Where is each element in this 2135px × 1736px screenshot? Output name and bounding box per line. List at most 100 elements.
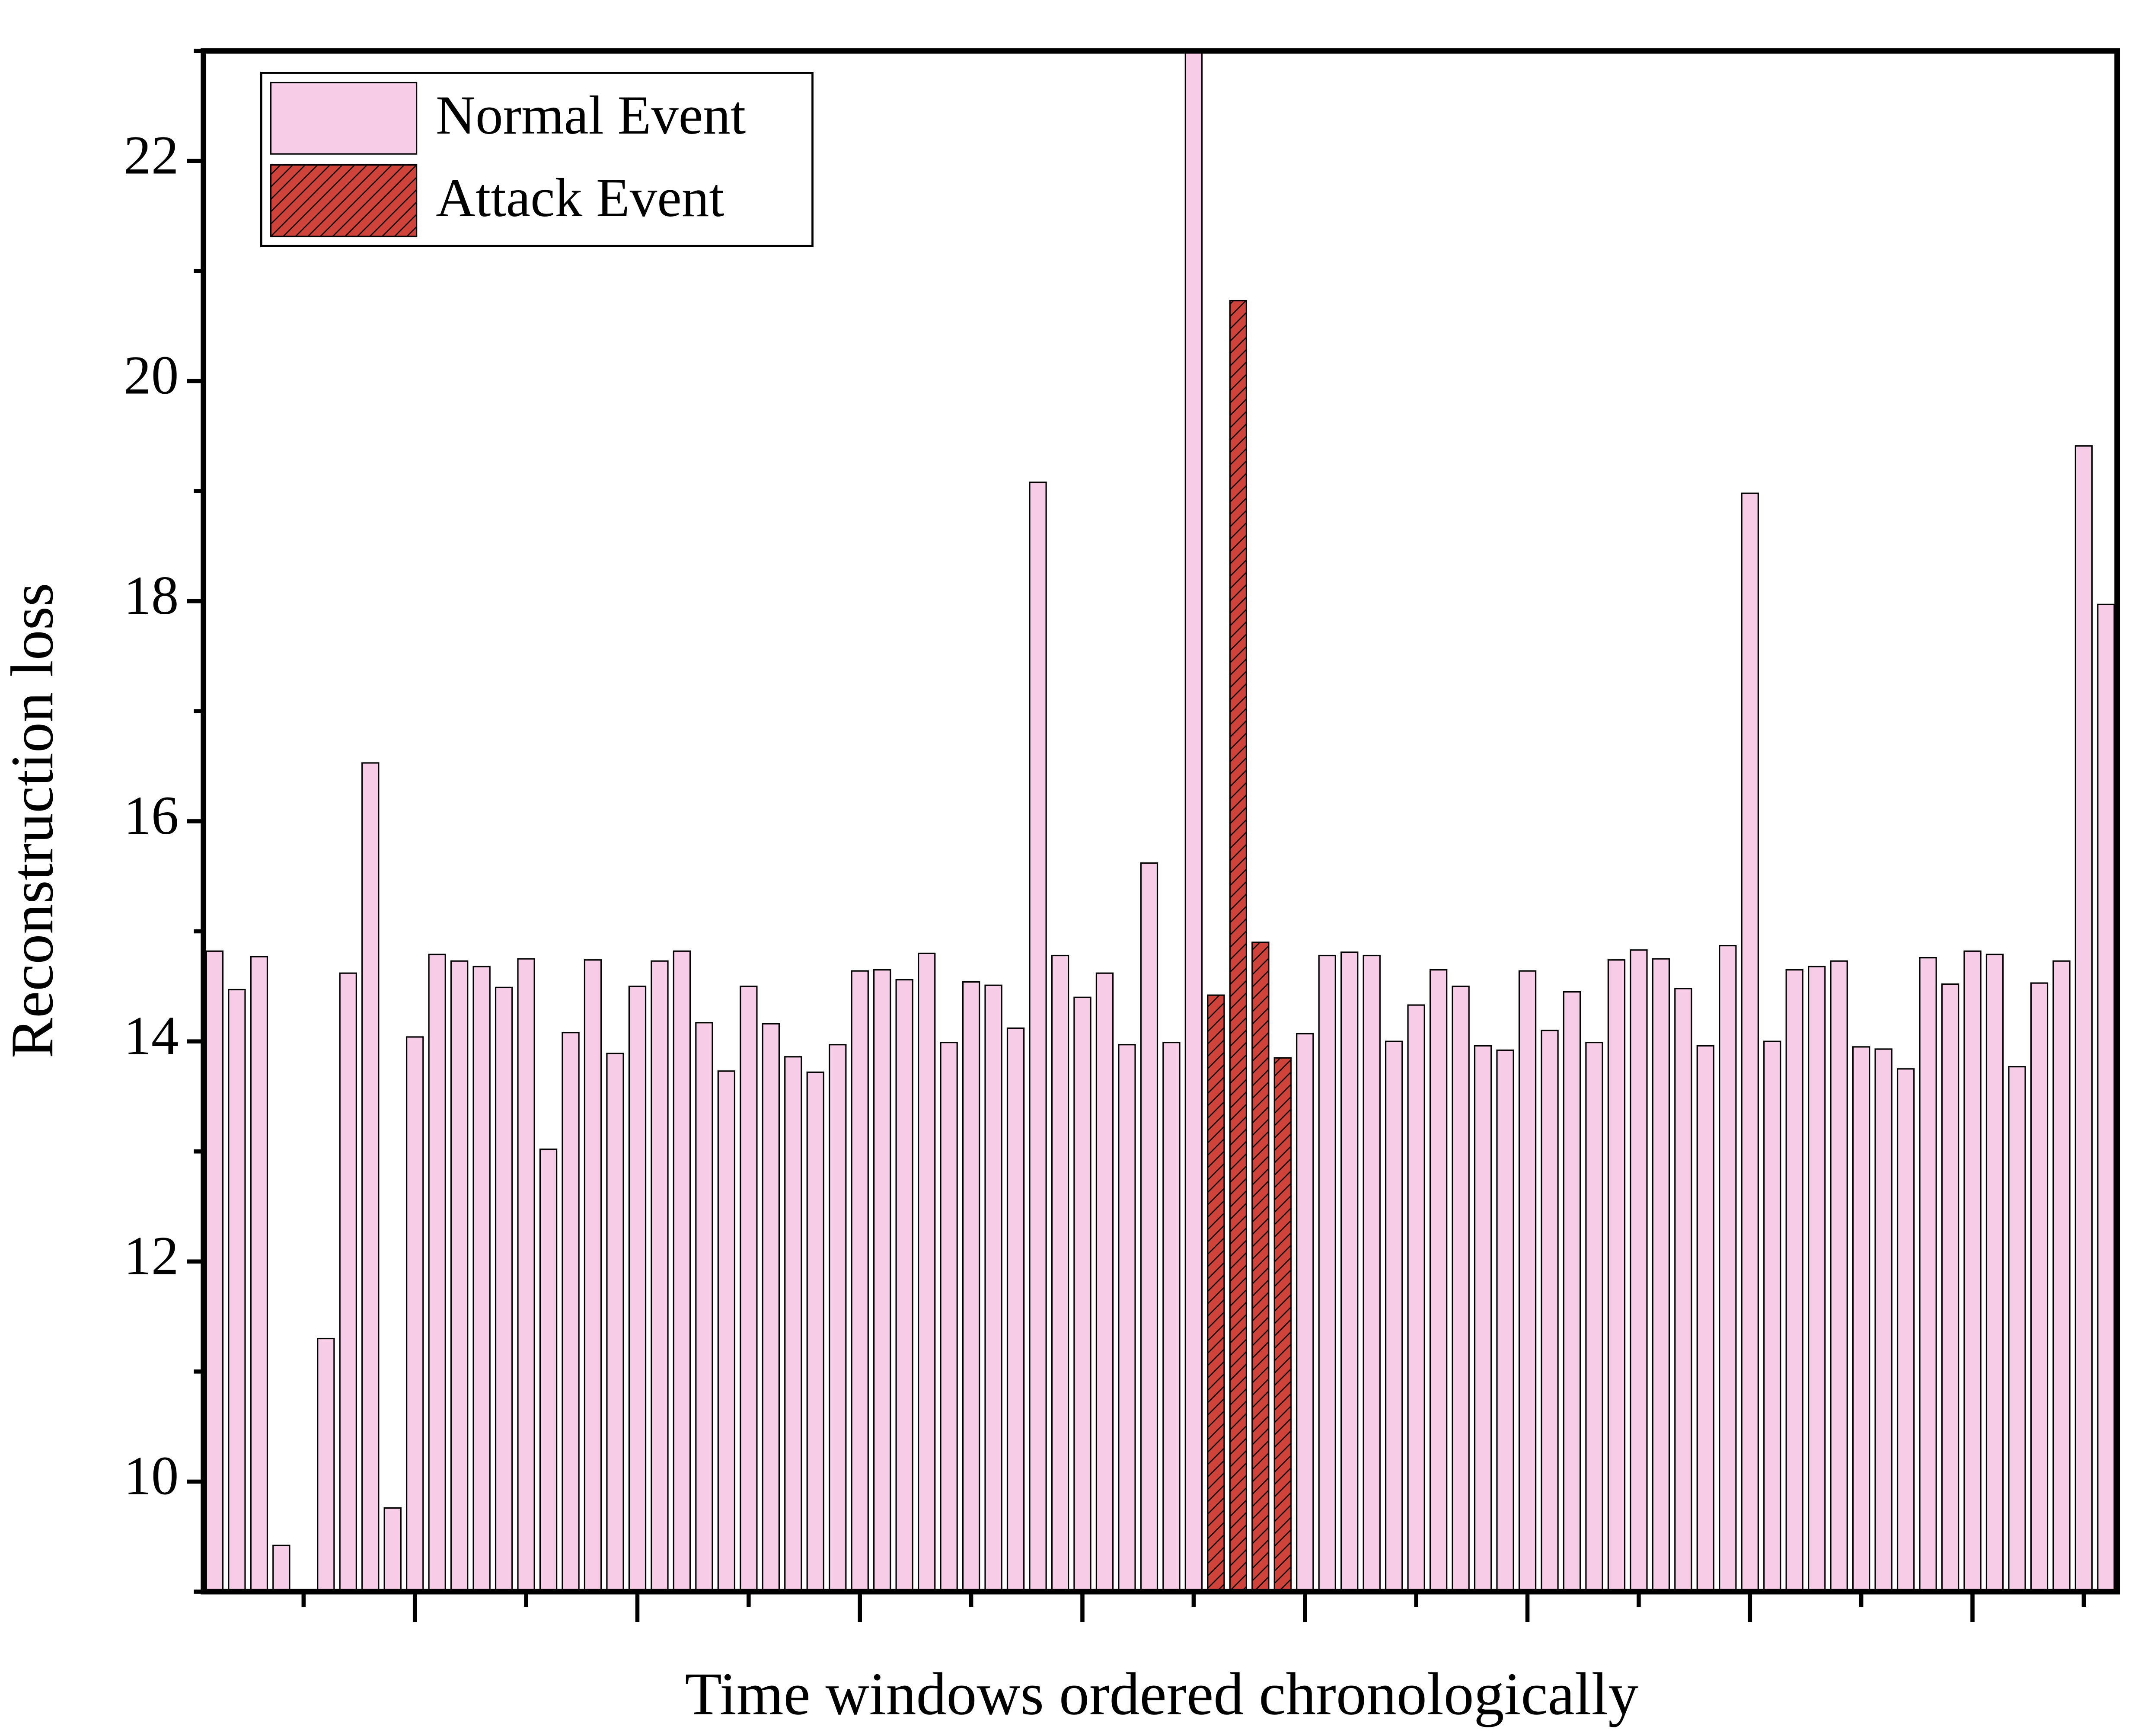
bar bbox=[784, 1056, 802, 1592]
bar bbox=[606, 1053, 624, 1592]
legend-label: Attack Event bbox=[436, 167, 724, 228]
bar bbox=[1941, 983, 1959, 1592]
bar bbox=[205, 950, 224, 1592]
bar bbox=[250, 956, 268, 1592]
bar bbox=[695, 1022, 713, 1592]
y-tick-label: 14 bbox=[124, 1005, 179, 1066]
bar bbox=[1852, 1046, 1870, 1592]
bar bbox=[851, 970, 869, 1592]
bar bbox=[1652, 958, 1670, 1592]
bar bbox=[1630, 949, 1648, 1592]
bar bbox=[873, 969, 891, 1592]
bar bbox=[228, 989, 246, 1592]
bar bbox=[1051, 954, 1069, 1592]
bar bbox=[1607, 959, 1626, 1592]
bar bbox=[1318, 954, 1336, 1592]
x-axis-label: Time windows ordered chronologically bbox=[685, 1660, 1638, 1727]
bar bbox=[1229, 300, 1248, 1592]
bar bbox=[1874, 1048, 1892, 1592]
bar bbox=[1006, 1027, 1025, 1592]
bar bbox=[1763, 1040, 1781, 1592]
bar bbox=[450, 960, 469, 1592]
bar bbox=[1674, 988, 1692, 1592]
bar bbox=[1719, 945, 1737, 1592]
y-axis-label: Reconstruction loss bbox=[0, 583, 66, 1058]
bar bbox=[1585, 1042, 1603, 1592]
legend-label: Normal Event bbox=[436, 85, 746, 146]
legend-swatch bbox=[270, 164, 418, 237]
bar bbox=[1785, 969, 1803, 1592]
y-tick-label: 22 bbox=[124, 124, 179, 185]
bar bbox=[1273, 1057, 1292, 1592]
bar bbox=[806, 1071, 824, 1592]
bar bbox=[428, 954, 446, 1592]
bar bbox=[1830, 960, 1848, 1592]
bar bbox=[1808, 966, 1826, 1592]
bar bbox=[1696, 1045, 1715, 1592]
bar bbox=[1095, 972, 1114, 1592]
bar bbox=[762, 1023, 780, 1592]
bar bbox=[1340, 951, 1359, 1592]
bar bbox=[940, 1042, 958, 1592]
bar bbox=[917, 952, 936, 1592]
bar bbox=[472, 966, 491, 1592]
bar bbox=[1963, 950, 1982, 1592]
bar bbox=[1518, 970, 1537, 1592]
bar bbox=[1741, 492, 1759, 1592]
bar bbox=[1919, 957, 1937, 1592]
bar bbox=[2030, 982, 2049, 1592]
bar bbox=[1407, 1004, 1425, 1592]
bar bbox=[2097, 603, 2115, 1592]
bar bbox=[2008, 1066, 2026, 1592]
bar bbox=[584, 959, 602, 1592]
bar bbox=[406, 1036, 424, 1592]
bar bbox=[628, 986, 647, 1592]
y-tick-label: 16 bbox=[124, 785, 179, 846]
bar bbox=[962, 981, 980, 1592]
bar bbox=[317, 1337, 335, 1592]
bar bbox=[1385, 1040, 1403, 1592]
bar bbox=[1029, 482, 1047, 1592]
bar bbox=[2074, 445, 2093, 1592]
y-tick-label: 10 bbox=[124, 1446, 179, 1506]
bar bbox=[517, 958, 535, 1592]
bar bbox=[1118, 1044, 1136, 1592]
bar bbox=[895, 979, 913, 1592]
bar bbox=[1162, 1042, 1181, 1592]
bar bbox=[740, 986, 758, 1592]
bar bbox=[829, 1044, 847, 1592]
bar bbox=[361, 762, 380, 1592]
bar bbox=[1140, 862, 1158, 1592]
bar bbox=[1363, 954, 1381, 1592]
bar bbox=[272, 1545, 290, 1592]
bar bbox=[339, 972, 357, 1592]
bar bbox=[1207, 994, 1225, 1592]
bar bbox=[383, 1507, 402, 1592]
bar bbox=[1184, 50, 1203, 1592]
bar bbox=[1296, 1033, 1314, 1592]
bar bbox=[1251, 941, 1270, 1592]
legend: Normal Event Attack Event bbox=[260, 72, 814, 247]
bar bbox=[1073, 996, 1091, 1592]
y-tick-label: 20 bbox=[124, 345, 179, 406]
legend-swatch bbox=[270, 82, 418, 155]
bar bbox=[1563, 991, 1581, 1592]
y-tick-label: 18 bbox=[124, 565, 179, 626]
bar bbox=[1496, 1049, 1514, 1592]
bar bbox=[2052, 960, 2071, 1592]
bar bbox=[717, 1070, 736, 1592]
bar bbox=[673, 950, 691, 1592]
bar bbox=[1452, 986, 1470, 1592]
bar bbox=[539, 1149, 558, 1592]
bar bbox=[1985, 954, 2004, 1592]
bar bbox=[495, 986, 513, 1592]
bar bbox=[1474, 1045, 1492, 1592]
bar bbox=[651, 960, 669, 1592]
bar bbox=[562, 1032, 580, 1592]
y-tick-label: 12 bbox=[124, 1225, 179, 1286]
bar bbox=[1541, 1030, 1559, 1592]
bar bbox=[1896, 1068, 1915, 1592]
bar bbox=[1429, 969, 1448, 1592]
bar bbox=[984, 984, 1002, 1592]
